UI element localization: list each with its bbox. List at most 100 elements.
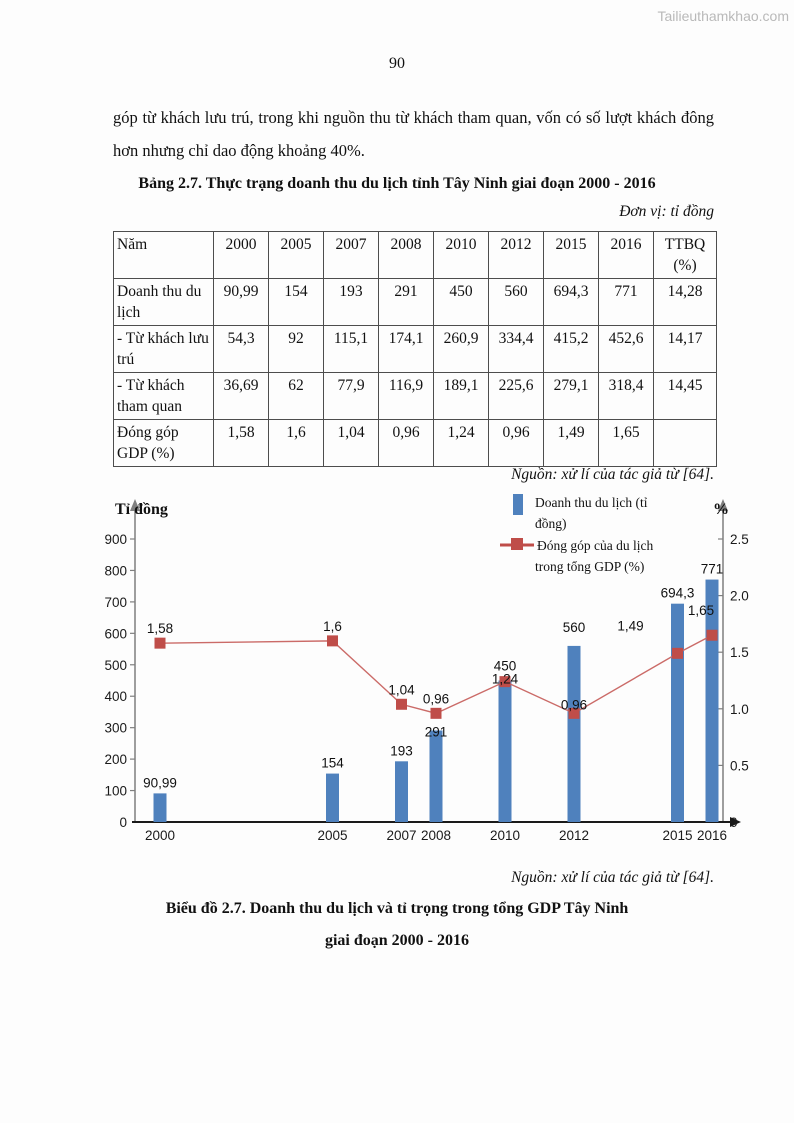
table-row: - Từ khách tham quan 36,69 62 77,9 116,9 189,… [113, 372, 717, 420]
table-header-cell: 2000 [213, 231, 269, 279]
gdp-line-marker [327, 635, 338, 647]
bar-value-label: 291 [425, 724, 448, 739]
x-tick-label: 2015 [662, 828, 692, 843]
table-cell: 225,6 [488, 372, 544, 420]
revenue-bar [671, 603, 684, 822]
revenue-bar [326, 773, 339, 822]
bar-value-label: 560 [563, 620, 586, 635]
revenue-bar [429, 730, 443, 822]
page-number: 90 [389, 55, 405, 72]
watermark: Tailieuthamkhao.com [657, 8, 789, 24]
x-tick-label: 2010 [490, 828, 520, 843]
left-axis-tick-label: 300 [104, 721, 127, 736]
gdp-value-label: 0,96 [561, 697, 587, 712]
table-cell: 36,69 [213, 372, 269, 420]
table-cell: 334,4 [488, 325, 544, 373]
gdp-value-label: 1,24 [492, 672, 519, 687]
table-cell: 62 [268, 372, 324, 420]
bar-value-label: 694,3 [661, 586, 695, 601]
legend-label: Đóng góp của du lịch [537, 538, 653, 553]
table-cell: 560 [488, 278, 544, 326]
table-row-label: - Từ khách tham quan [113, 372, 214, 420]
table-cell: 116,9 [378, 372, 434, 420]
table-row: Đóng góp GDP (%) 1,58 1,6 1,04 0,96 1,24 0,96 1… [113, 419, 717, 467]
table-cell: 318,4 [598, 372, 654, 420]
gdp-value-label: 0,96 [423, 691, 449, 706]
data-table: Năm 2000 2005 2007 2008 2010 2012 2015 2016 TTBQ … [113, 231, 717, 467]
table-header-cell: TTBQ (%) [653, 231, 717, 279]
table-cell: 193 [323, 278, 379, 326]
gdp-line-marker [706, 629, 718, 641]
right-axis-tick-label: 1.0 [730, 702, 749, 717]
bar-value-label: 154 [321, 756, 344, 771]
left-axis-tick-label: 0 [119, 815, 127, 830]
left-axis-tick-label: 800 [104, 563, 127, 578]
table-cell: 452,6 [598, 325, 654, 373]
body-paragraph: góp từ khách lưu trú, trong khi nguồn th… [113, 108, 714, 160]
table-cell: 415,2 [543, 325, 599, 373]
right-axis-arrow-icon [718, 499, 728, 511]
gdp-line-marker [499, 676, 511, 688]
revenue-bar [567, 645, 581, 822]
right-axis-tick-label: 0.5 [730, 758, 749, 773]
table-row: Doanh thu du lịch 90,99 154 193 291 450 560 694… [113, 278, 717, 326]
left-axis-title: Tỉ đồng [115, 501, 168, 518]
x-tick-label: 2007 [386, 828, 416, 843]
bar-value-label: 90,99 [143, 775, 177, 790]
gdp-value-label: 1,6 [323, 619, 342, 634]
left-axis-tick-label: 700 [104, 595, 127, 610]
right-axis-tick-label: 1.5 [730, 645, 749, 660]
gdp-value-label: 1,65 [688, 603, 714, 618]
bar-value-label: 771 [701, 562, 724, 577]
bar-value-label: 193 [390, 743, 413, 758]
table-cell: 77,9 [323, 372, 379, 420]
legend-marker-swatch-icon [511, 538, 523, 550]
table-cell: 14,17 [653, 325, 717, 373]
chart-caption-line1: Biểu đồ 2.7. Doanh thu du lịch và tỉ trọ… [165, 900, 629, 917]
table-header-cell: 2015 [543, 231, 599, 279]
left-axis-arrow-icon [130, 499, 140, 511]
x-tick-label: 2016 [697, 828, 727, 843]
legend-label: trong tổng GDP (%) [535, 559, 644, 574]
table-cell: 90,99 [213, 278, 269, 326]
table-unit-note: Đơn vị: tỉ đồng [619, 203, 714, 220]
table-source-note: Nguồn: xử lí của tác giả từ [64]. [511, 466, 714, 483]
table-row: - Từ khách lưu trú 54,3 92 115,1 174,1 260,9 3… [113, 325, 717, 373]
gdp-value-label: 1,58 [147, 621, 173, 636]
x-tick-label: 2000 [145, 828, 175, 843]
table-cell: 1,04 [323, 419, 379, 467]
gdp-line-marker [568, 707, 580, 719]
table-header-cell: 2007 [323, 231, 379, 279]
x-tick-label: 2012 [559, 828, 589, 843]
table-header-cell: 2008 [378, 231, 434, 279]
table-cell: 279,1 [543, 372, 599, 420]
bar-value-label: 450 [494, 659, 517, 674]
table-cell: 14,28 [653, 278, 717, 326]
gdp-line-marker [672, 647, 683, 659]
gdp-value-label: 1,49 [617, 618, 643, 633]
right-axis-tick-label: 2.5 [730, 532, 749, 547]
revenue-bar [395, 761, 408, 822]
table-header-cell: 2016 [598, 231, 654, 279]
table-cell [653, 419, 717, 467]
gdp-line [159, 634, 713, 715]
table-header-row: Năm 2000 2005 2007 2008 2010 2012 2015 2016 TTBQ … [113, 231, 717, 279]
table-row-label: Doanh thu du lịch [113, 278, 214, 326]
gdp-line-marker [396, 698, 407, 710]
table-header-cell: 2012 [488, 231, 544, 279]
table-cell: 54,3 [213, 325, 269, 373]
table-cell: 154 [268, 278, 324, 326]
chart-caption-line2: giai đoạn 2000 - 2016 [324, 932, 469, 949]
table-cell: 1,49 [543, 419, 599, 467]
table-cell: 14,45 [653, 372, 717, 420]
table-cell: 0,96 [378, 419, 434, 467]
table-header-cell: 2010 [433, 231, 489, 279]
table-title: Bảng 2.7. Thực trạng doanh thu du lịch t… [138, 175, 656, 192]
table-row-label: - Từ khách lưu trú [113, 325, 214, 373]
x-axis-arrow-icon [730, 817, 741, 827]
legend-label: đồng) [535, 516, 567, 531]
revenue-bar [153, 793, 167, 822]
legend-label: Doanh thu du lịch (tỉ [535, 495, 648, 510]
left-axis-tick-label: 500 [104, 658, 127, 673]
